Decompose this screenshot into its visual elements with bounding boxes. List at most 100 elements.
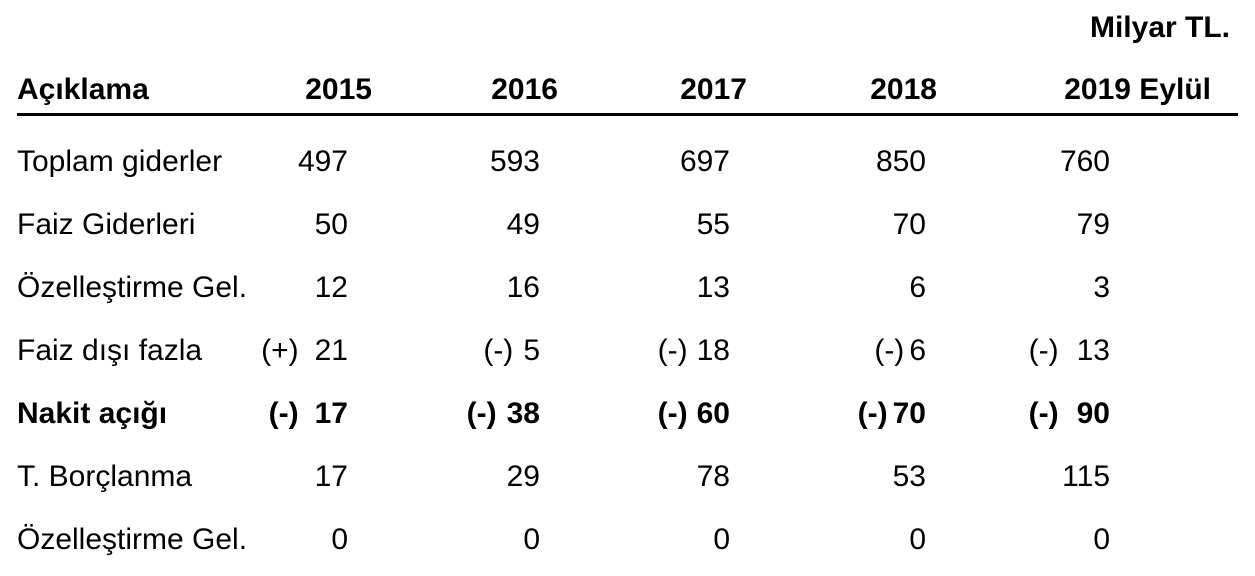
cell-value: 5 <box>523 333 540 367</box>
table-row-faiz-giderleri: Faiz Giderleri 50 49 55 70 79 <box>17 193 1238 256</box>
cell-value: 115 <box>1062 459 1110 493</box>
value-cell: 0 <box>937 523 1238 557</box>
cell-value: 697 <box>679 144 730 178</box>
cell-value: 29 <box>506 459 540 493</box>
value-cell: 3 <box>937 271 1238 305</box>
value-cell: (-) 90 <box>937 397 1238 431</box>
value-cell: 497 <box>270 145 372 179</box>
cell-sign: (-) <box>657 333 688 367</box>
cell-sign: (-) <box>268 396 299 430</box>
cell-value: 6 <box>909 333 926 367</box>
value-cell: 13 <box>558 271 747 305</box>
value-cell: 29 <box>372 460 558 494</box>
cell-sign: (-) <box>657 396 688 430</box>
row-label: Nakit açığı <box>17 396 168 430</box>
value-cell: (-) 60 <box>558 397 747 431</box>
cell-value: 0 <box>909 522 926 556</box>
cell-value: 18 <box>696 333 730 367</box>
table-row-ozellestirme-gel-1: Özelleştirme Gel. 12 16 13 6 3 <box>17 256 1238 319</box>
cell-value: 6 <box>909 270 926 304</box>
value-cell: 49 <box>372 208 558 242</box>
value-cell: (-) 18 <box>558 334 747 368</box>
cell-value: 497 <box>297 144 348 178</box>
cell-value: 17 <box>314 459 348 493</box>
cell-value: 0 <box>523 522 540 556</box>
cell-value: 0 <box>331 522 348 556</box>
table-body: Toplam giderler 497 593 697 850 760 Faiz… <box>17 130 1238 571</box>
column-header-2016: 2016 <box>491 73 558 106</box>
value-cell: 850 <box>747 145 937 179</box>
table-row-faiz-disi-fazla: Faiz dışı fazla (+) 21 (-) 5 (-) 18 (-) 6 (-… <box>17 319 1238 382</box>
value-cell: (-) 5 <box>372 334 558 368</box>
cell-value: 60 <box>696 396 730 430</box>
cell-value: 760 <box>1059 144 1110 178</box>
cell-value: 17 <box>314 396 348 430</box>
value-cell: (-) 17 <box>268 396 372 431</box>
value-cell: 0 <box>372 523 558 557</box>
table-row-nakit-acigi: Nakit açığı (-) 17 (-) 38 (-) 60 (-) 70 (-) 9… <box>17 382 1238 445</box>
value-cell: 0 <box>270 523 372 557</box>
value-cell: 593 <box>372 145 558 179</box>
unit-label: Milyar TL. <box>1089 11 1230 44</box>
column-header-aciklama: Açıklama <box>17 73 149 106</box>
cell-value: 16 <box>506 270 540 304</box>
cell-value: 850 <box>875 144 926 178</box>
value-cell: (+) 21 <box>261 334 372 368</box>
value-cell: (-) 70 <box>747 397 937 431</box>
table-row-t-borclanma: T. Borçlanma 17 29 78 53 115 <box>17 445 1238 508</box>
value-cell: 16 <box>372 271 558 305</box>
cell-value: 38 <box>506 396 540 430</box>
value-cell: (-) 13 <box>937 334 1238 368</box>
value-cell: 12 <box>270 271 372 305</box>
cell-value: 79 <box>1076 207 1110 241</box>
value-cell: 760 <box>937 145 1238 179</box>
value-cell: 70 <box>747 208 937 242</box>
value-cell: 0 <box>747 523 937 557</box>
cell-value: 70 <box>892 396 926 430</box>
value-cell: 697 <box>558 145 747 179</box>
column-header-2018: 2018 <box>870 73 937 106</box>
row-label: Özelleştirme Gel. <box>17 522 248 556</box>
value-cell: 17 <box>270 460 372 494</box>
cell-value: 0 <box>1093 522 1110 556</box>
cell-value: 78 <box>696 459 730 493</box>
cell-sign: (-) <box>1028 333 1059 367</box>
value-cell: 55 <box>558 208 747 242</box>
cell-value: 90 <box>1076 396 1110 430</box>
cell-value: 53 <box>892 459 926 493</box>
column-header-2019-eylul: 2019 Eylül <box>1064 73 1211 106</box>
cell-value: 593 <box>489 144 540 178</box>
row-label: Toplam giderler <box>17 144 223 178</box>
row-label: Özelleştirme Gel. <box>17 270 248 304</box>
row-label: T. Borçlanma <box>17 459 193 493</box>
cell-value: 55 <box>696 207 730 241</box>
cell-sign: (-) <box>874 333 905 367</box>
table-row-ozellestirme-gel-2: Özelleştirme Gel. 0 0 0 0 0 <box>17 508 1238 571</box>
table-header-row: Açıklama 2015 2016 2017 2018 2019 Eylül <box>17 74 1238 116</box>
cell-sign: (-) <box>466 396 497 430</box>
row-label: Faiz Giderleri <box>17 207 196 241</box>
cell-value: 13 <box>1076 333 1110 367</box>
cell-sign: (-) <box>483 333 514 367</box>
finance-table: Açıklama 2015 2016 2017 2018 2019 Eylül … <box>17 74 1238 571</box>
cell-sign: (-) <box>857 396 888 430</box>
value-cell: 6 <box>747 271 937 305</box>
cell-value: 0 <box>713 522 730 556</box>
value-cell: 78 <box>558 460 747 494</box>
cell-value: 3 <box>1093 270 1110 304</box>
value-cell: 50 <box>270 208 372 242</box>
value-cell: 53 <box>747 460 937 494</box>
cell-value: 49 <box>506 207 540 241</box>
value-cell: 115 <box>937 460 1238 494</box>
cell-value: 12 <box>314 270 348 304</box>
column-header-2015: 2015 <box>305 73 372 106</box>
value-cell: 79 <box>937 208 1238 242</box>
value-cell: (-) 38 <box>372 397 558 431</box>
cell-value: 50 <box>314 207 348 241</box>
value-cell: (-) 6 <box>747 334 937 368</box>
row-label: Faiz dışı fazla <box>17 333 203 367</box>
cell-sign: (+) <box>261 333 299 367</box>
cell-value: 13 <box>696 270 730 304</box>
cell-value: 70 <box>892 207 926 241</box>
